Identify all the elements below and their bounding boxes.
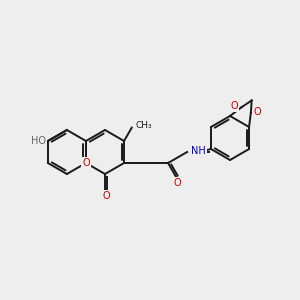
Text: O: O (82, 158, 90, 168)
Text: CH₃: CH₃ (136, 121, 152, 130)
Text: O: O (102, 191, 110, 201)
Text: O: O (174, 178, 181, 188)
Text: O: O (254, 107, 262, 117)
Text: NH: NH (191, 146, 206, 156)
Text: O: O (231, 101, 238, 111)
Text: HO: HO (31, 136, 46, 146)
